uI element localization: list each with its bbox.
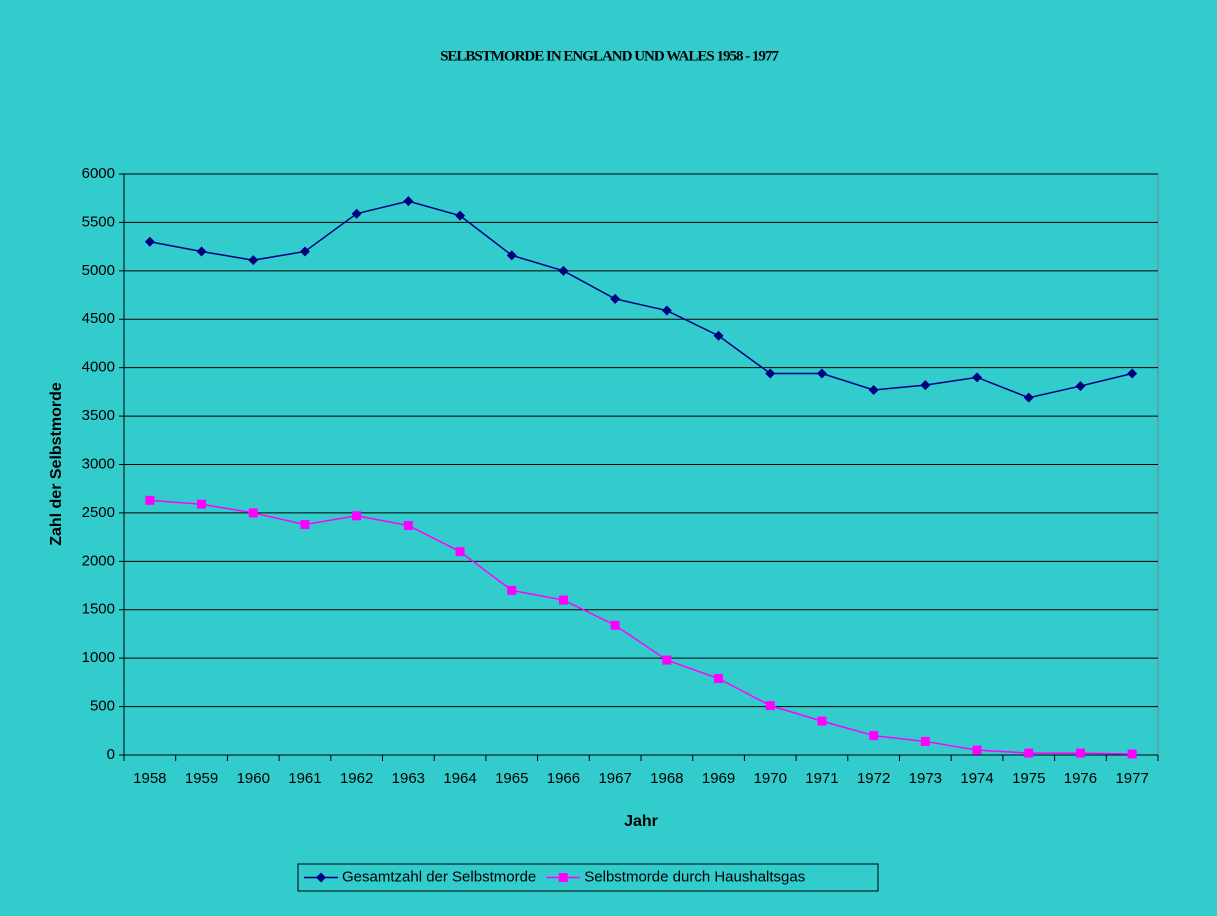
point xyxy=(403,521,413,531)
x-axis-title: Jahr xyxy=(624,813,658,830)
point xyxy=(817,716,827,726)
point xyxy=(816,368,827,379)
point xyxy=(714,674,724,684)
point xyxy=(1075,381,1086,392)
x-tick-label: 1965 xyxy=(495,770,528,787)
point xyxy=(197,499,207,509)
legend xyxy=(297,863,879,892)
x-tick-label: 1960 xyxy=(237,770,270,787)
x-tick-label: 1977 xyxy=(1115,770,1148,787)
legend-label: Gesamtzahl der Selbstmorde xyxy=(342,868,536,885)
point xyxy=(403,196,414,207)
chart-title: SELBSTMORDE IN ENGLAND UND WALES 1958 - … xyxy=(440,48,779,64)
point xyxy=(868,384,879,395)
point xyxy=(869,731,879,741)
point xyxy=(351,208,362,219)
y-tick-label: 3500 xyxy=(82,407,115,424)
y-tick-label: 5000 xyxy=(82,262,115,279)
point xyxy=(661,305,672,316)
x-tick-label: 1968 xyxy=(650,770,683,787)
y-axis-title: Zahl der Selbstmorde xyxy=(48,382,65,546)
point xyxy=(1075,748,1085,758)
point xyxy=(765,701,775,711)
point xyxy=(972,745,982,755)
x-tick-label: 1962 xyxy=(340,770,373,787)
x-tick-label: 1973 xyxy=(909,770,942,787)
y-tick-label: 2500 xyxy=(82,504,115,521)
legend-marker xyxy=(558,873,568,882)
point xyxy=(610,293,621,304)
point xyxy=(455,547,465,557)
point xyxy=(507,585,517,595)
x-tick-label: 1970 xyxy=(754,770,787,787)
point xyxy=(610,620,620,630)
point xyxy=(1127,749,1137,759)
point xyxy=(972,372,983,383)
series-line xyxy=(149,499,1133,755)
point xyxy=(558,595,568,605)
y-tick-label: 4000 xyxy=(82,359,115,376)
y-tick-label: 6000 xyxy=(82,165,115,182)
point xyxy=(455,210,466,221)
x-tick-label: 1959 xyxy=(185,770,218,787)
x-tick-label: 1975 xyxy=(1012,770,1045,787)
point xyxy=(300,520,310,530)
y-tick-label: 5500 xyxy=(82,213,115,230)
point xyxy=(1127,368,1138,379)
point xyxy=(1024,748,1034,758)
point xyxy=(506,250,517,261)
point xyxy=(558,265,569,276)
x-tick-label: 1967 xyxy=(598,770,631,787)
x-tick-label: 1976 xyxy=(1064,770,1097,787)
x-tick-label: 1958 xyxy=(133,770,166,787)
y-tick-label: 500 xyxy=(90,698,115,715)
y-tick-label: 1000 xyxy=(82,649,115,666)
x-tick-label: 1963 xyxy=(392,770,425,787)
point xyxy=(352,511,362,521)
point xyxy=(662,655,672,665)
legend-marker xyxy=(316,872,326,883)
point xyxy=(765,368,776,379)
x-tick-label: 1971 xyxy=(805,770,838,787)
point xyxy=(196,246,207,257)
y-tick-label: 0 xyxy=(107,746,115,763)
point xyxy=(1023,392,1034,403)
x-tick-label: 1972 xyxy=(857,770,890,787)
point xyxy=(920,736,930,746)
point xyxy=(299,246,310,257)
series-line xyxy=(149,200,1133,399)
x-tick-label: 1974 xyxy=(960,770,993,787)
legend-label: Selbstmorde durch Haushaltsgas xyxy=(584,868,805,885)
point xyxy=(145,495,155,505)
y-tick-label: 3000 xyxy=(82,455,115,472)
point xyxy=(144,236,155,247)
x-tick-label: 1961 xyxy=(288,770,321,787)
point xyxy=(248,255,259,266)
x-tick-label: 1966 xyxy=(547,770,580,787)
y-tick-label: 4500 xyxy=(82,310,115,327)
point xyxy=(713,330,724,341)
y-tick-label: 2000 xyxy=(82,552,115,569)
point xyxy=(248,508,258,518)
x-tick-label: 1964 xyxy=(443,770,476,787)
x-tick-label: 1969 xyxy=(702,770,735,787)
y-tick-label: 1500 xyxy=(82,601,115,618)
point xyxy=(920,380,931,391)
